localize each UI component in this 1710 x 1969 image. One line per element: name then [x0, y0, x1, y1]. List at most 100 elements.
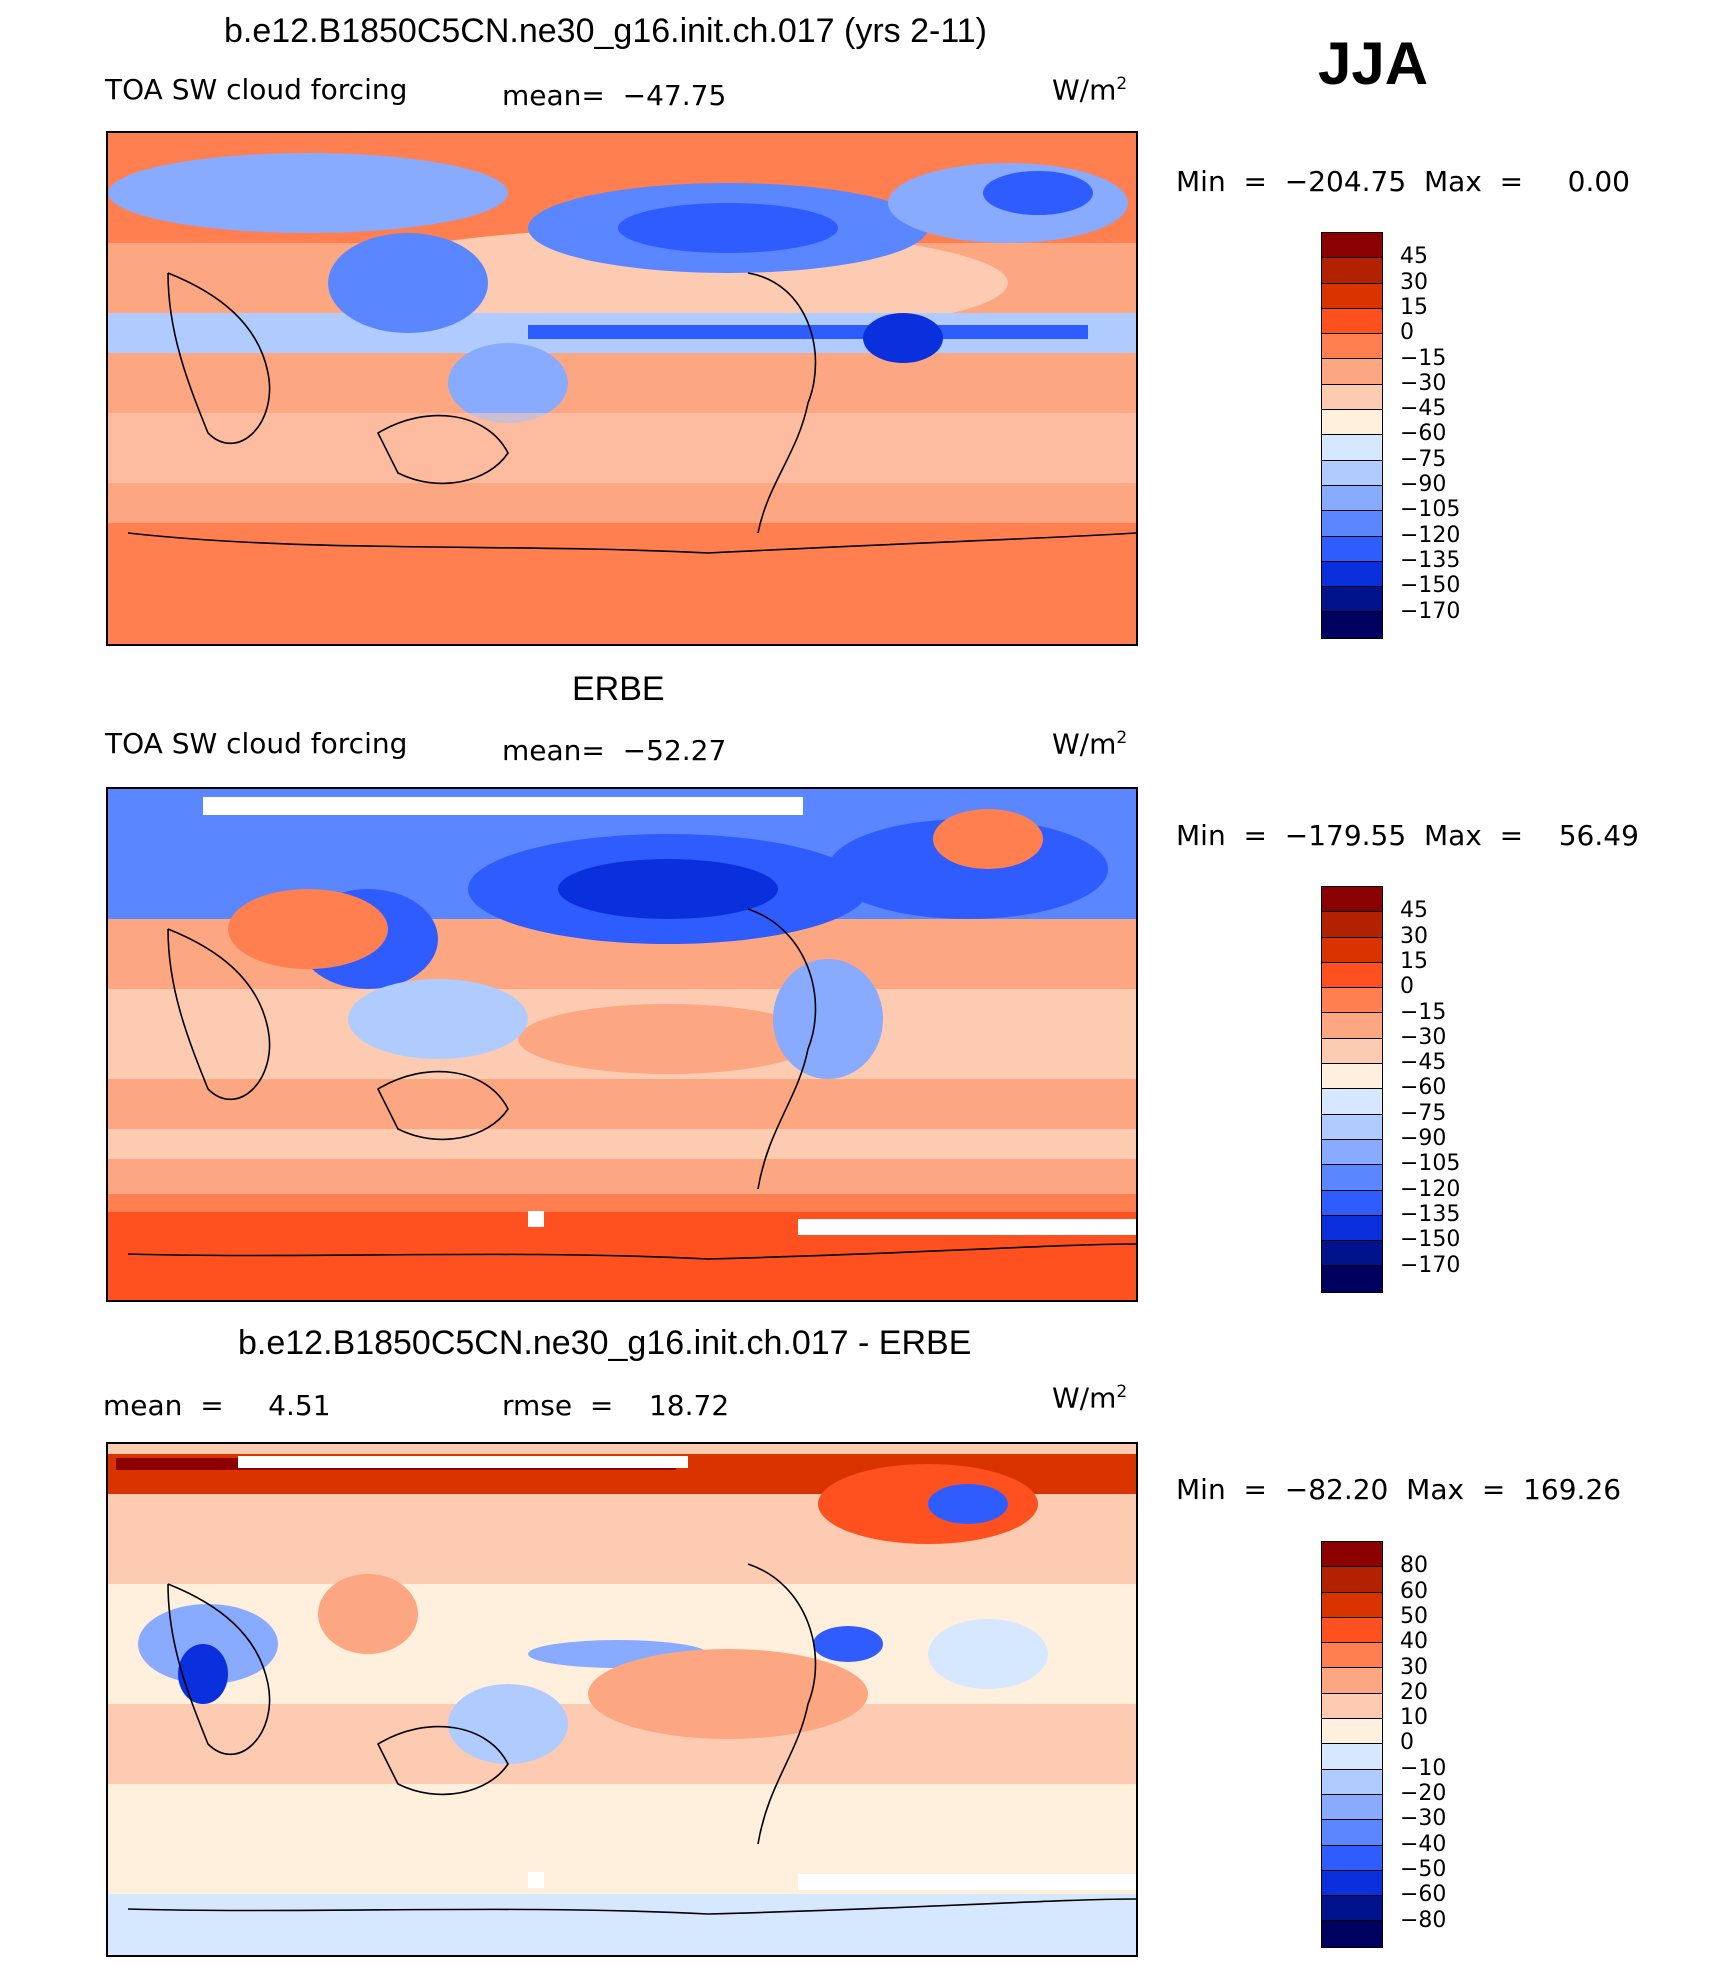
colorbar-tick-label: 10: [1400, 1705, 1428, 1731]
colorbar-tick-label: −170: [1400, 598, 1461, 624]
colorbar-swatch: [1322, 1617, 1382, 1644]
colorbar-tick-label: 30: [1400, 923, 1428, 949]
panel3-rmse: rmse = 18.72: [502, 1389, 730, 1422]
colorbar-tick-label: −90: [1400, 472, 1447, 497]
colorbar-swatch: [1322, 384, 1382, 411]
colorbar-swatch: [1322, 1719, 1382, 1745]
colorbar-tick-label: 30: [1400, 1654, 1428, 1680]
colorbar-swatch: [1322, 511, 1382, 537]
colorbar-swatch: [1322, 410, 1382, 436]
panel3-mean: mean = 4.51: [103, 1389, 331, 1422]
colorbar-tick-label: 20: [1400, 1679, 1428, 1705]
colorbar-tick-label: −150: [1400, 573, 1461, 599]
colorbar-swatch: [1322, 1165, 1382, 1191]
colorbar-swatch: [1322, 1896, 1382, 1922]
colorbar-swatch: [1322, 1266, 1382, 1292]
colorbar-swatch: [1322, 1038, 1382, 1065]
colorbar-tick-label: −75: [1400, 446, 1447, 472]
colorbar-tick-label: −30: [1400, 1024, 1447, 1050]
colorbar-tick-label: 0: [1400, 320, 1414, 346]
colorbar-tick-label: −30: [1400, 370, 1447, 396]
colorbar-tick-label: −30: [1400, 1806, 1447, 1832]
colorbar-tick-label: −60: [1400, 421, 1447, 447]
panel2-minmax: Min = −179.55 Max = 56.49: [1176, 819, 1639, 852]
panel1-minmax: Min = −204.75 Max = 0.00: [1176, 165, 1630, 198]
colorbar-tick-label: −20: [1400, 1781, 1447, 1806]
colorbar-swatch: [1322, 1744, 1382, 1770]
panel2-variable-label: TOA SW cloud forcing: [105, 727, 408, 760]
colorbar-swatch: [1322, 612, 1382, 638]
colorbar-swatch: [1322, 887, 1382, 913]
colorbar-tick-label: −105: [1400, 497, 1461, 523]
colorbar-swatch: [1322, 485, 1382, 512]
colorbar-swatch: [1322, 1693, 1382, 1720]
colorbar-tick-label: 60: [1400, 1578, 1428, 1604]
colorbar-tick-label: 0: [1400, 1730, 1414, 1756]
colorbar-swatch: [1322, 1643, 1382, 1669]
colorbar-swatch: [1322, 1114, 1382, 1140]
season-label: JJA: [1318, 30, 1429, 97]
colorbar-swatch: [1322, 1592, 1382, 1618]
colorbar-swatch: [1322, 1567, 1382, 1593]
panel3-title: b.e12.B1850C5CN.ne30_g16.init.ch.017 - E…: [238, 1324, 972, 1362]
colorbar-tick-label: −80: [1400, 1907, 1447, 1933]
colorbar-tick-label: −120: [1400, 522, 1461, 548]
colorbar-swatch: [1322, 1845, 1382, 1871]
panel2-map: [106, 787, 1138, 1302]
colorbar-swatch: [1322, 334, 1382, 360]
colorbar-swatch: [1322, 912, 1382, 938]
panel1-map: [106, 131, 1138, 646]
colorbar-tick-label: 50: [1400, 1603, 1428, 1629]
colorbar-tick-label: 40: [1400, 1629, 1428, 1655]
panel2-mean: mean= −52.27: [502, 734, 727, 767]
colorbar-swatch: [1322, 937, 1382, 963]
colorbar-swatch: [1322, 587, 1382, 613]
colorbar-swatch: [1322, 1769, 1382, 1795]
panel2-colorbar: [1321, 886, 1383, 1293]
colorbar-swatch: [1322, 1542, 1382, 1568]
colorbar-swatch: [1322, 536, 1382, 562]
colorbar-tick-label: 15: [1400, 294, 1428, 320]
colorbar-tick-label: −60: [1400, 1882, 1447, 1908]
colorbar-tick-label: −135: [1400, 1201, 1461, 1227]
panel2-title: ERBE: [572, 670, 665, 708]
colorbar-swatch: [1322, 1241, 1382, 1267]
colorbar-swatch: [1322, 1668, 1382, 1694]
colorbar-tick-label: 45: [1400, 898, 1428, 924]
colorbar-swatch: [1322, 435, 1382, 461]
colorbar-swatch: [1322, 1921, 1382, 1947]
colorbar-swatch: [1322, 308, 1382, 335]
colorbar-swatch: [1322, 1215, 1382, 1242]
colorbar-tick-label: −10: [1400, 1755, 1447, 1781]
colorbar-tick-label: 15: [1400, 948, 1428, 974]
colorbar-swatch: [1322, 962, 1382, 989]
colorbar-swatch: [1322, 561, 1382, 588]
panel1-variable-label: TOA SW cloud forcing: [105, 73, 408, 106]
colorbar-tick-label: −50: [1400, 1856, 1447, 1882]
colorbar-tick-label: 30: [1400, 269, 1428, 295]
colorbar-tick-label: −75: [1400, 1100, 1447, 1126]
panel3-colorbar: [1321, 1541, 1383, 1948]
colorbar-tick-label: −120: [1400, 1176, 1461, 1202]
panel1-mean: mean= −47.75: [502, 79, 727, 112]
colorbar-swatch: [1322, 460, 1382, 486]
colorbar-tick-label: 0: [1400, 974, 1414, 1000]
colorbar-tick-label: −135: [1400, 547, 1461, 573]
colorbar-swatch: [1322, 283, 1382, 309]
colorbar-tick-label: 80: [1400, 1553, 1428, 1579]
colorbar-swatch: [1322, 1064, 1382, 1090]
colorbar-swatch: [1322, 359, 1382, 385]
colorbar-tick-label: −60: [1400, 1075, 1447, 1101]
panel2-units: W/m2: [1052, 727, 1128, 761]
colorbar-swatch: [1322, 1139, 1382, 1166]
panel1-units: W/m2: [1052, 73, 1128, 107]
panel3-units: W/m2: [1052, 1381, 1128, 1415]
colorbar-tick-label: −170: [1400, 1252, 1461, 1278]
colorbar-swatch: [1322, 258, 1382, 284]
colorbar-tick-label: −105: [1400, 1151, 1461, 1177]
panel3-minmax: Min = −82.20 Max = 169.26: [1176, 1473, 1622, 1506]
colorbar-swatch: [1322, 1820, 1382, 1846]
colorbar-swatch: [1322, 1190, 1382, 1216]
colorbar-tick-label: 45: [1400, 244, 1428, 270]
colorbar-tick-label: −45: [1400, 1050, 1447, 1076]
